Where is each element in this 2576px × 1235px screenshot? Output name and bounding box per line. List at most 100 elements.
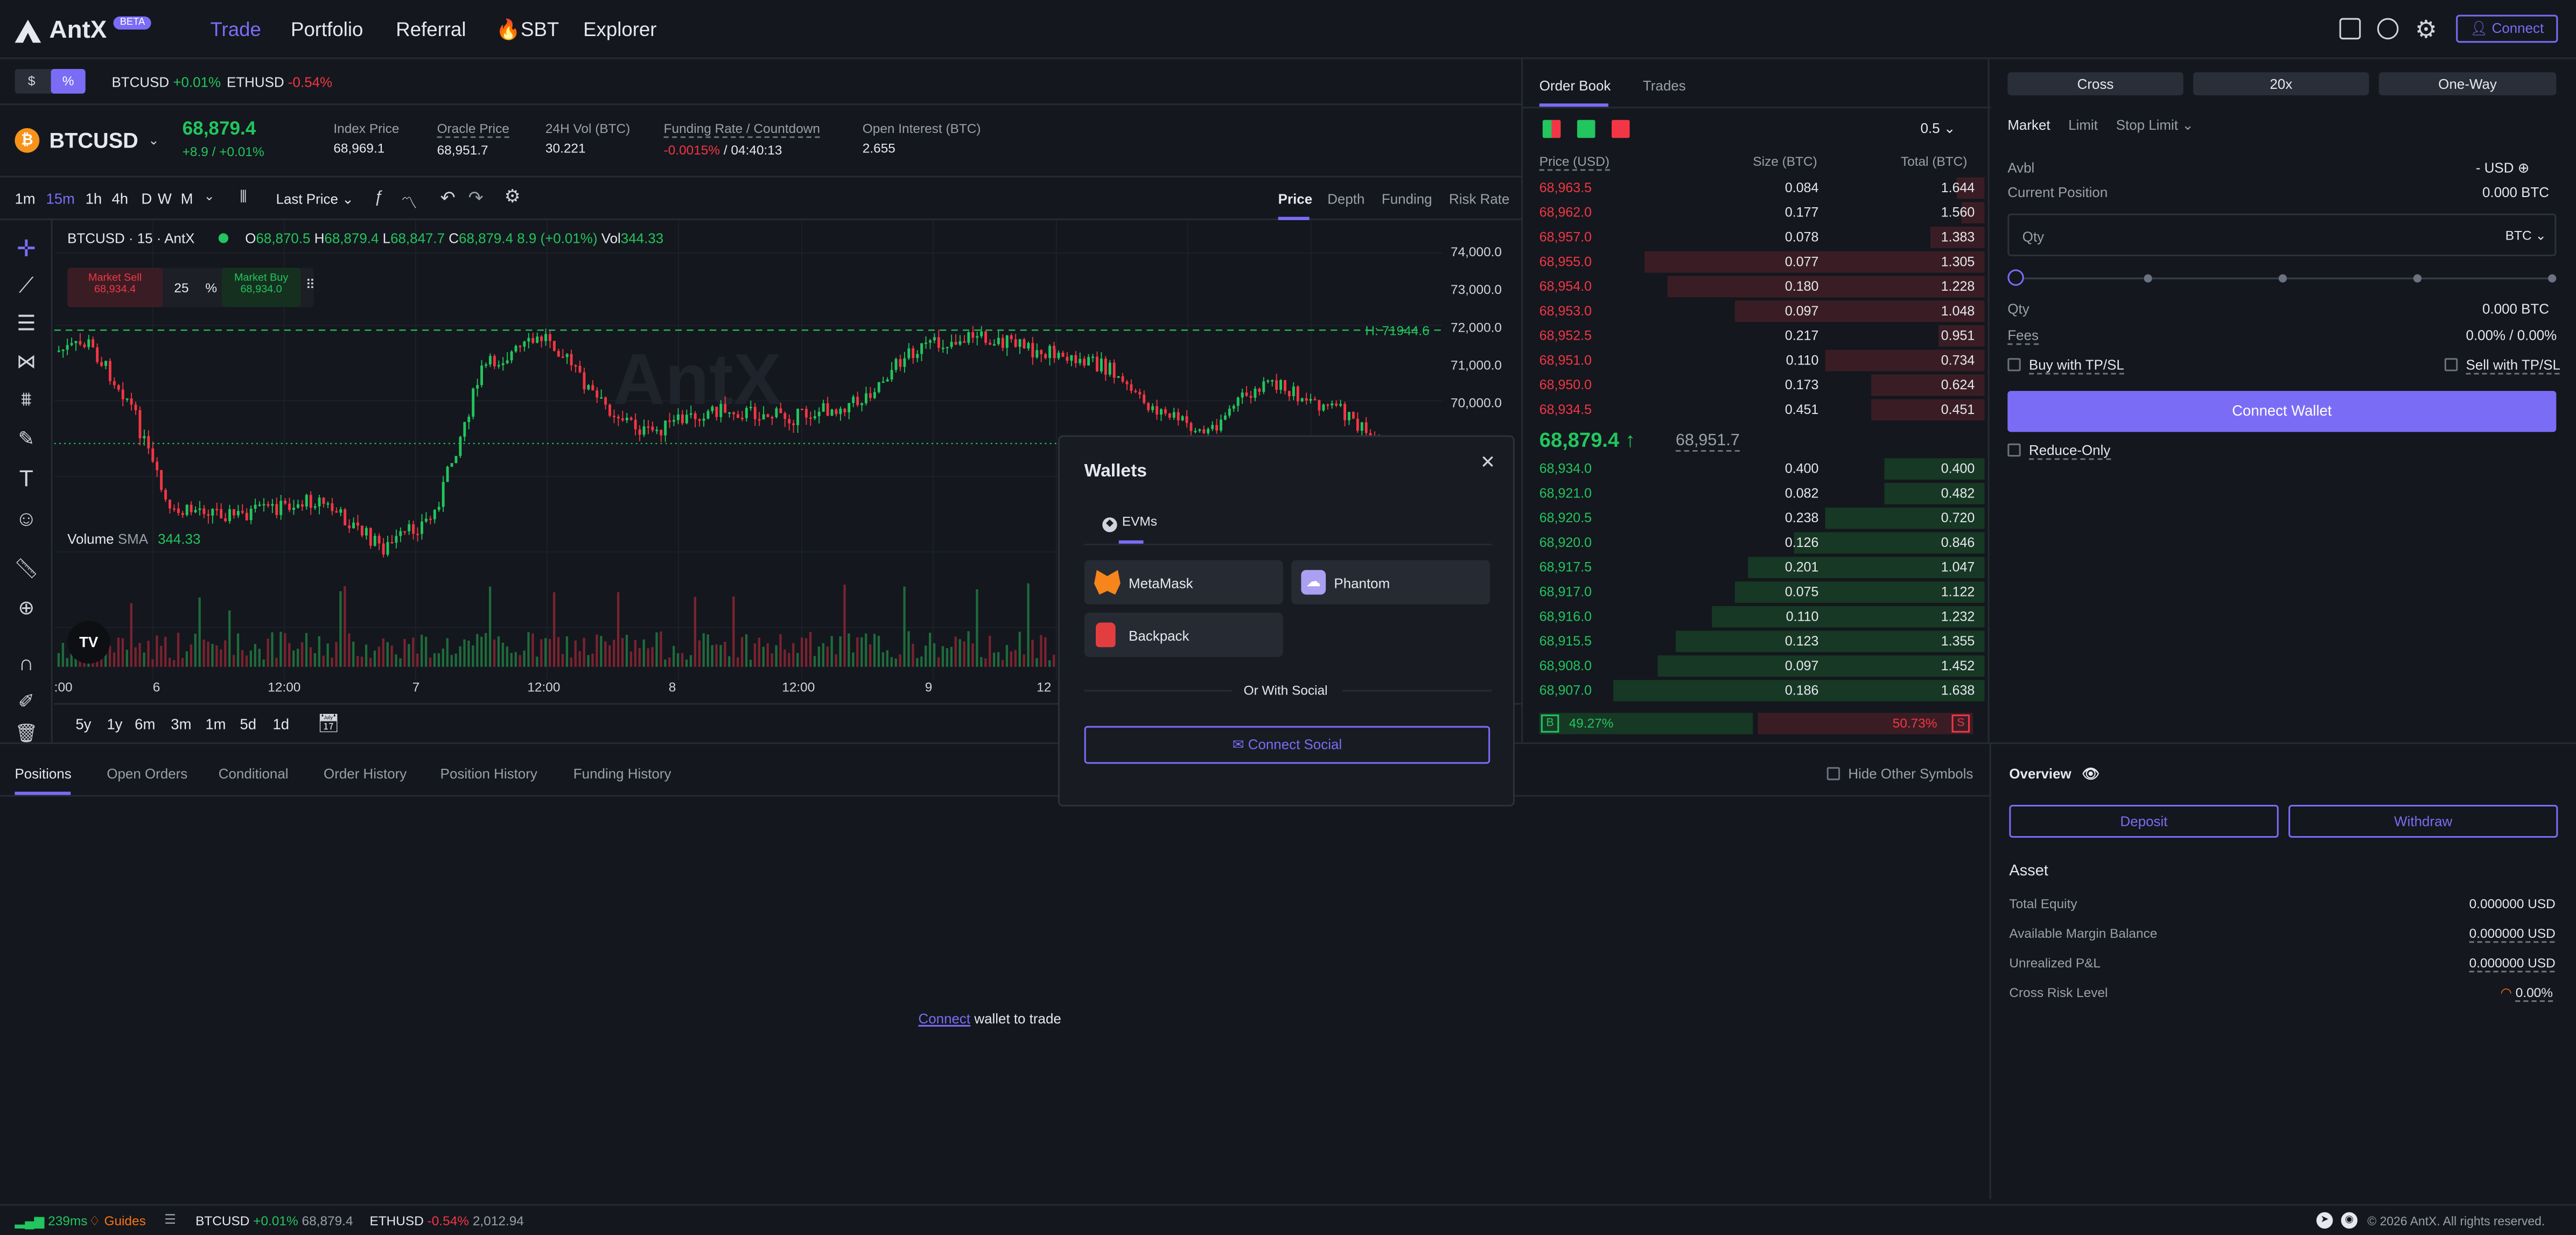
nav-explorer[interactable]: Explorer <box>583 18 657 41</box>
eye-icon[interactable]: 👁︎ <box>2082 765 2100 782</box>
wallet-phantom[interactable]: ☁ Phantom <box>1291 560 1490 605</box>
wallet-metamask[interactable]: MetaMask <box>1084 560 1283 605</box>
reduce-only-label[interactable]: Reduce-Only <box>2028 442 2111 460</box>
tab-positions[interactable]: Positions <box>15 765 72 782</box>
sell-tpsl-label[interactable]: Sell with TP/SL <box>2466 356 2560 375</box>
nav-sbt[interactable]: 🔥SBT <box>496 18 559 41</box>
globe-icon[interactable] <box>2377 18 2399 40</box>
empty-connect-link[interactable]: Connect <box>918 1010 971 1027</box>
order-type-limit[interactable]: Limit <box>2068 116 2098 134</box>
connect-social-button[interactable]: ✉ Connect Social <box>1084 726 1490 764</box>
ask-row[interactable]: 68,955.0 0.077 1.305 <box>1531 250 1985 275</box>
slider-thumb[interactable] <box>2007 269 2024 286</box>
docs-icon[interactable] <box>2339 18 2361 40</box>
measure-icon[interactable]: ⩩ <box>20 387 32 410</box>
buy-tpsl-label[interactable]: Buy with TP/SL <box>2028 356 2124 375</box>
connect-button[interactable]: 👤︎ Connect <box>2456 15 2558 43</box>
slider-tick-75[interactable] <box>2413 274 2422 283</box>
tab-conditional[interactable]: Conditional <box>218 765 289 782</box>
interval-1h[interactable]: 1h <box>85 190 102 207</box>
order-type-market[interactable]: Market <box>2007 116 2050 134</box>
view-bids-icon[interactable] <box>1577 120 1595 138</box>
bid-row[interactable]: 68,921.0 0.082 0.482 <box>1531 481 1985 506</box>
market-sell-button[interactable]: Market Sell 68,934.4 <box>67 268 163 307</box>
tab-price[interactable]: Price <box>1278 190 1313 207</box>
footer-ticker-ethusd[interactable]: ETHUSD -0.54% 2,012.94 <box>369 1214 523 1229</box>
leverage-button[interactable]: 20x <box>2193 72 2369 95</box>
tab-funding[interactable]: Funding <box>1381 190 1432 207</box>
magnet-icon[interactable]: ∩ <box>18 649 34 675</box>
range-1d[interactable]: 1d <box>272 716 290 733</box>
interval-m[interactable]: M <box>180 190 193 207</box>
ask-row[interactable]: 68,950.0 0.173 0.624 <box>1531 373 1985 398</box>
range-6m[interactable]: 6m <box>135 716 156 733</box>
tab-depth[interactable]: Depth <box>1327 190 1365 207</box>
bid-row[interactable]: 68,908.0 0.097 1.452 <box>1531 654 1985 678</box>
indicator-fx-icon[interactable]: ƒ <box>374 188 384 207</box>
zoom-in-icon[interactable]: ⊕ <box>18 596 35 620</box>
tab-risk-rate[interactable]: Risk Rate <box>1448 190 1510 207</box>
tab-order-history[interactable]: Order History <box>324 765 407 782</box>
range-3m[interactable]: 3m <box>171 716 192 733</box>
ask-row[interactable]: 68,954.0 0.180 1.228 <box>1531 275 1985 299</box>
buy-tpsl-checkbox[interactable] <box>2007 358 2021 371</box>
drag-handle-icon[interactable]: ⠿ <box>305 277 316 293</box>
quick-qty-value[interactable]: 25 <box>174 280 189 296</box>
crosshair-icon[interactable]: ✛ <box>16 234 36 261</box>
interval-w[interactable]: W <box>157 190 172 207</box>
market-buy-button[interactable]: Market Buy 68,934.0 <box>221 268 301 307</box>
ask-row[interactable]: 68,951.0 0.110 0.734 <box>1531 348 1985 373</box>
pattern-icon[interactable]: ⋈ <box>16 349 37 373</box>
ask-row[interactable]: 68,952.5 0.217 0.951 <box>1531 324 1985 348</box>
tab-position-history[interactable]: Position History <box>440 765 537 782</box>
indicators-icon[interactable]: 〽 <box>401 195 417 214</box>
ticker-btcusd[interactable]: BTCUSD +0.01% <box>111 74 221 90</box>
unit-usd-button[interactable]: $ <box>27 74 36 89</box>
deposit-button[interactable]: Deposit <box>2009 804 2279 838</box>
nav-referral[interactable]: Referral <box>396 18 466 41</box>
interval-d[interactable]: D <box>141 190 152 207</box>
bid-row[interactable]: 68,907.0 0.186 1.638 <box>1531 678 1985 703</box>
hide-other-checkbox[interactable] <box>1826 767 1840 781</box>
slider-tick-50[interactable] <box>2278 274 2287 283</box>
tab-trades[interactable]: Trades <box>1643 77 1686 94</box>
margin-mode-button[interactable]: Cross <box>2007 72 2183 95</box>
add-funds-icon[interactable]: ⊕ <box>2517 159 2530 176</box>
telegram-icon[interactable]: ➤ <box>2316 1212 2333 1229</box>
connect-wallet-button[interactable]: Connect Wallet <box>2007 391 2557 432</box>
range-1y[interactable]: 1y <box>107 716 123 733</box>
sell-tpsl-checkbox[interactable] <box>2444 358 2458 371</box>
tick-size-select[interactable]: 0.5 ⌄ <box>1920 120 1956 137</box>
close-icon[interactable]: ✕ <box>1480 453 1496 473</box>
trash-icon[interactable]: 🗑︎ <box>15 723 38 743</box>
guides-link[interactable]: ♢ Guides <box>89 1214 146 1229</box>
brush-icon[interactable]: ✎ <box>18 427 35 450</box>
brand-logo[interactable]: AntX BETA <box>13 15 152 44</box>
candle-type-icon[interactable]: ⫴ <box>240 188 247 207</box>
interval-chevron-icon[interactable]: ⌄ <box>204 188 215 204</box>
nav-portfolio[interactable]: Portfolio <box>291 18 363 41</box>
discord-icon[interactable]: ◉ <box>2341 1212 2358 1229</box>
range-1m[interactable]: 1m <box>205 716 226 733</box>
bid-row[interactable]: 68,920.5 0.238 0.720 <box>1531 506 1985 531</box>
order-type-stop-limit[interactable]: Stop Limit ⌄ <box>2116 116 2194 134</box>
bid-row[interactable]: 68,917.0 0.075 1.122 <box>1531 580 1985 605</box>
qty-slider[interactable] <box>2007 269 2557 289</box>
reduce-only-checkbox[interactable] <box>2007 443 2021 457</box>
ruler-icon[interactable]: 📏︎ <box>13 557 39 580</box>
date-range-icon[interactable]: 📅︎ <box>317 714 340 734</box>
qty-unit-select[interactable]: BTC ⌄ <box>2505 228 2546 243</box>
undo-icon[interactable]: ↶ <box>440 188 456 209</box>
hide-other-label[interactable]: Hide Other Symbols <box>1848 765 1973 782</box>
lock-draw-icon[interactable]: ✐ <box>18 690 35 713</box>
bid-row[interactable]: 68,934.0 0.400 0.400 <box>1531 457 1985 481</box>
withdraw-button[interactable]: Withdraw <box>2288 804 2558 838</box>
symbol-selector[interactable]: ₿ BTCUSD ⌄ <box>15 128 159 153</box>
nav-trade[interactable]: Trade <box>210 18 261 41</box>
footer-menu-icon[interactable]: ☰ <box>164 1212 176 1227</box>
slider-tick-100[interactable] <box>2548 274 2557 283</box>
redo-icon[interactable]: ↷ <box>468 188 484 209</box>
ask-row[interactable]: 68,962.0 0.177 1.560 <box>1531 200 1985 225</box>
footer-ticker-btcusd[interactable]: BTCUSD +0.01% 68,879.4 <box>195 1214 353 1229</box>
interval-4h[interactable]: 4h <box>111 190 129 207</box>
